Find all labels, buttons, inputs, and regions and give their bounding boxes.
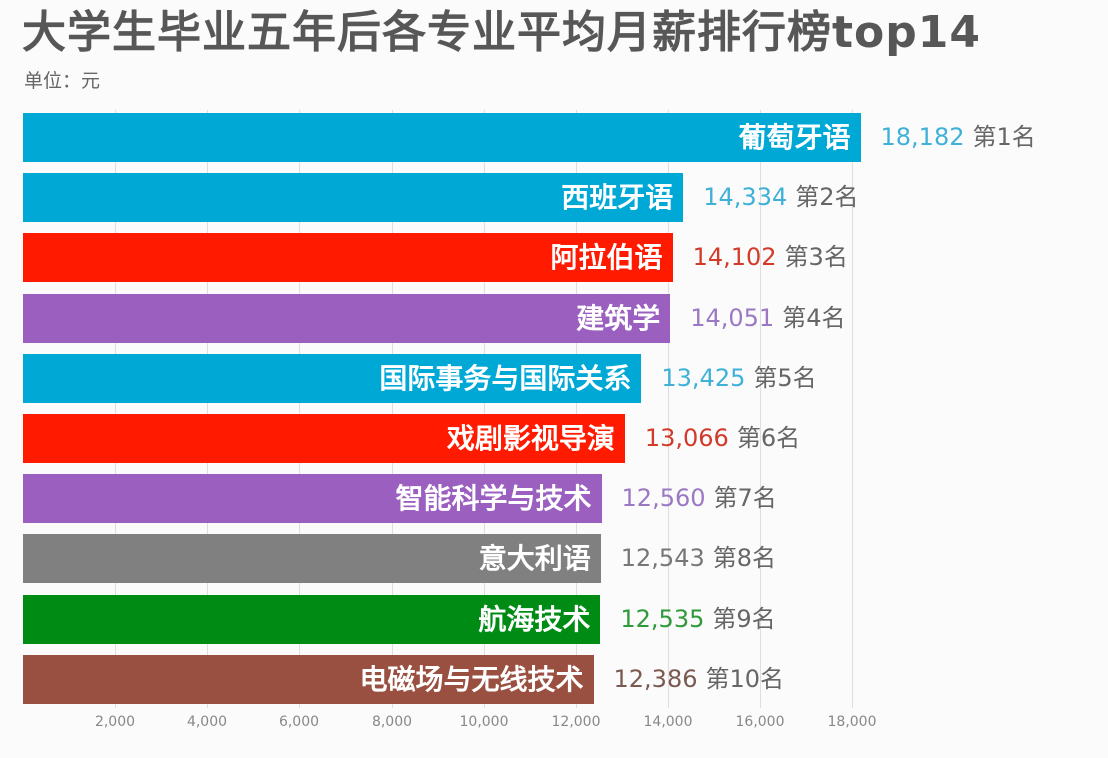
bar: 建筑学 bbox=[23, 293, 671, 343]
bar-category-label: 阿拉伯语 bbox=[550, 241, 663, 275]
chart-title: 大学生毕业五年后各专业平均月薪排行榜top14 bbox=[22, 7, 981, 58]
x-tick-label: 6,000 bbox=[278, 714, 320, 730]
bar-category-label: 戏剧影视导演 bbox=[446, 422, 615, 455]
bar-value-label: 12,543 bbox=[620, 544, 705, 573]
rank-label: 第8名 bbox=[712, 544, 777, 573]
bar-value-label: 14,051 bbox=[690, 303, 775, 332]
bar-value-group: 13,066 第6名 bbox=[645, 414, 800, 463]
bar-value-group: 14,051 第4名 bbox=[690, 294, 845, 343]
gridline bbox=[668, 110, 669, 708]
rank-label: 第4名 bbox=[782, 303, 846, 332]
gridline bbox=[207, 110, 208, 708]
rank-label: 第6名 bbox=[736, 424, 801, 452]
bar-value-label: 14,102 bbox=[692, 243, 777, 272]
bar-category-label: 电磁场与无线技术 bbox=[359, 662, 584, 696]
bar: 国际事务与国际关系 bbox=[23, 353, 642, 403]
rank-label: 第2名 bbox=[795, 183, 859, 212]
x-tick-label: 12,000 bbox=[551, 714, 601, 730]
bar-value-group: 12,535 第9名 bbox=[620, 595, 775, 644]
bar-value-group: 12,543 第8名 bbox=[621, 534, 776, 583]
gridline bbox=[392, 110, 393, 708]
bar-value-label: 12,560 bbox=[621, 484, 706, 513]
bar-category-label: 国际事务与国际关系 bbox=[379, 361, 632, 395]
bar-value-label: 14,334 bbox=[703, 183, 788, 212]
bar: 西班牙语 bbox=[23, 173, 684, 223]
x-tick-label: 2,000 bbox=[94, 714, 136, 730]
unit-label: 单位：元 bbox=[24, 70, 101, 92]
rank-label: 第1名 bbox=[972, 123, 1036, 151]
gridline bbox=[484, 110, 485, 708]
bar: 戏剧影视导演 bbox=[23, 414, 625, 463]
bar: 航海技术 bbox=[23, 594, 601, 644]
bar-value-label: 13,425 bbox=[661, 363, 746, 392]
rank-label: 第7名 bbox=[713, 484, 777, 513]
gridline bbox=[852, 110, 853, 708]
bar-value-group: 18,182 第1名 bbox=[881, 113, 1036, 162]
gridline bbox=[299, 110, 300, 708]
bar-category-label: 意大利语 bbox=[478, 542, 591, 576]
bar: 电磁场与无线技术 bbox=[23, 654, 594, 704]
bar-value-group: 14,334 第2名 bbox=[703, 173, 858, 222]
bar-category-label: 葡萄牙语 bbox=[738, 121, 851, 154]
bar: 葡萄牙语 bbox=[23, 113, 861, 162]
bar-category-label: 建筑学 bbox=[576, 301, 661, 335]
gridline bbox=[760, 110, 761, 708]
bar-value-group: 14,102 第3名 bbox=[693, 233, 848, 282]
x-tick-label: 18,000 bbox=[827, 714, 877, 730]
bar-value-group: 12,386 第10名 bbox=[614, 655, 785, 704]
x-tick-label: 16,000 bbox=[735, 714, 785, 730]
bar: 智能科学与技术 bbox=[23, 474, 602, 524]
bar-value-label: 12,535 bbox=[620, 604, 705, 633]
bar-value-group: 12,560 第7名 bbox=[622, 474, 777, 523]
x-tick-label: 14,000 bbox=[643, 714, 693, 730]
x-tick-label: 10,000 bbox=[459, 714, 509, 730]
bar-category-label: 航海技术 bbox=[478, 602, 591, 636]
bar-value-group: 13,425 第5名 bbox=[661, 354, 816, 403]
gridline bbox=[115, 110, 116, 708]
x-tick-label: 8,000 bbox=[371, 714, 413, 730]
bar-value-label: 12,386 bbox=[613, 664, 698, 693]
bar-value-label: 18,182 bbox=[880, 123, 965, 151]
bar: 意大利语 bbox=[23, 534, 601, 584]
rank-label: 第9名 bbox=[712, 604, 776, 633]
bar-value-label: 13,066 bbox=[644, 424, 729, 452]
rank-label: 第10名 bbox=[705, 664, 785, 693]
rank-label: 第3名 bbox=[784, 243, 848, 272]
gridline bbox=[576, 110, 577, 708]
bar-category-label: 智能科学与技术 bbox=[395, 482, 592, 516]
rank-label: 第5名 bbox=[753, 363, 817, 392]
bar: 阿拉伯语 bbox=[23, 233, 673, 283]
x-tick-label: 4,000 bbox=[186, 714, 228, 730]
bar-category-label: 西班牙语 bbox=[561, 181, 674, 215]
